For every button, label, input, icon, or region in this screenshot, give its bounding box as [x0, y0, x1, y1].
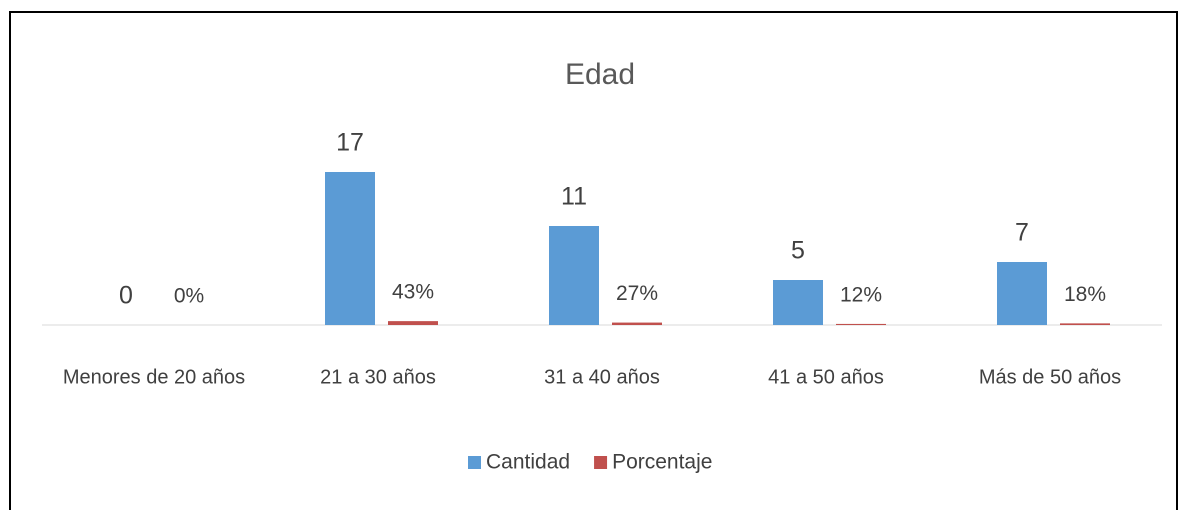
legend-swatch — [468, 456, 481, 469]
x-tick-label: Más de 50 años — [979, 366, 1121, 388]
data-label: 7 — [1015, 219, 1029, 247]
x-tick-label: 21 a 30 años — [320, 366, 436, 388]
data-label: 0 — [119, 282, 133, 310]
bar — [388, 321, 438, 325]
x-tick-label: Menores de 20 años — [63, 366, 245, 388]
data-label: 18% — [1064, 283, 1106, 306]
data-label: 11 — [561, 183, 587, 211]
legend-swatch — [594, 456, 608, 469]
bar — [549, 226, 599, 325]
legend-label: Porcentaje — [612, 451, 712, 474]
data-label: 0% — [174, 285, 204, 308]
bar — [612, 322, 662, 325]
bar — [1060, 323, 1110, 325]
data-label: 17 — [336, 129, 364, 157]
bar — [997, 262, 1047, 325]
bar — [836, 323, 886, 325]
data-label: 43% — [392, 281, 434, 304]
data-label: 12% — [840, 283, 882, 306]
x-tick-label: 41 a 50 años — [768, 366, 884, 388]
legend-label: Cantidad — [486, 451, 570, 474]
data-label: 5 — [791, 237, 805, 265]
data-label: 27% — [616, 282, 658, 305]
bar — [325, 172, 375, 325]
chart-title: Edad — [565, 58, 635, 91]
bar — [773, 280, 823, 325]
x-tick-label: 31 a 40 años — [544, 366, 660, 388]
